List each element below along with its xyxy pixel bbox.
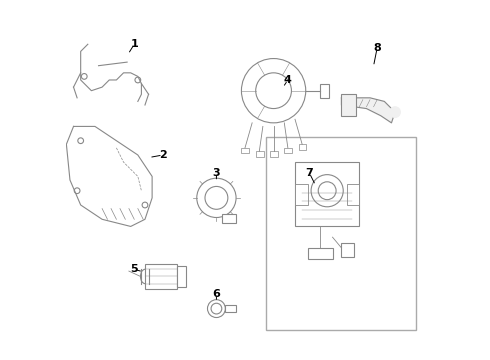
Bar	[222, 214, 236, 223]
Bar	[295, 184, 308, 205]
Bar	[295, 162, 359, 226]
Bar	[225, 305, 236, 312]
Text: 8: 8	[373, 43, 381, 53]
Bar	[320, 84, 329, 98]
Bar	[298, 144, 306, 150]
Text: 5: 5	[130, 264, 138, 274]
Text: 1: 1	[130, 39, 138, 49]
Bar	[342, 243, 354, 257]
Bar	[270, 152, 278, 157]
Bar	[284, 148, 292, 153]
Text: 7: 7	[305, 168, 313, 178]
Circle shape	[390, 107, 400, 117]
Text: 3: 3	[213, 168, 220, 178]
Polygon shape	[342, 98, 395, 123]
Bar	[308, 248, 333, 258]
Bar	[342, 94, 356, 116]
Ellipse shape	[141, 269, 149, 284]
Bar	[242, 148, 249, 153]
Text: 2: 2	[159, 150, 167, 160]
Bar	[347, 184, 359, 205]
Text: 4: 4	[284, 75, 292, 85]
Bar	[267, 137, 416, 330]
Bar	[256, 152, 264, 157]
Bar	[177, 266, 186, 287]
Text: 6: 6	[213, 289, 220, 299]
Bar	[145, 264, 177, 289]
